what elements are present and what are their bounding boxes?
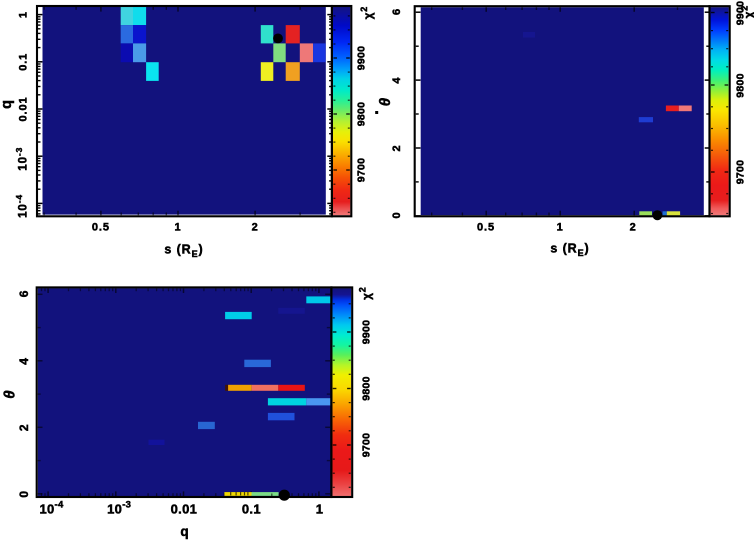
svg-text:4: 4	[17, 357, 31, 365]
svg-text:1: 1	[316, 502, 324, 517]
svg-text:1: 1	[557, 222, 564, 234]
svg-text:θ: θ	[2, 390, 19, 399]
svg-text:q: q	[0, 99, 15, 109]
svg-text:q: q	[180, 524, 189, 539]
svg-text:0.1: 0.1	[242, 502, 261, 517]
svg-text:0.01: 0.01	[17, 96, 29, 121]
svg-text:9900: 9900	[735, 1, 747, 26]
svg-text:1: 1	[17, 11, 29, 18]
svg-text:0.5: 0.5	[477, 222, 495, 234]
svg-text:0.1: 0.1	[17, 53, 29, 71]
svg-text:2: 2	[391, 144, 403, 151]
svg-text:1: 1	[174, 222, 181, 234]
svg-text:0.5: 0.5	[92, 222, 110, 234]
svg-text:9800: 9800	[356, 102, 368, 127]
svg-text:9700: 9700	[361, 433, 373, 458]
svg-text:9900: 9900	[361, 320, 373, 345]
svg-text:9700: 9700	[356, 158, 368, 183]
svg-text:θ: θ	[377, 97, 394, 106]
svg-text:9700: 9700	[735, 160, 747, 185]
svg-text:9900: 9900	[356, 46, 368, 71]
svg-text:0: 0	[391, 211, 403, 218]
svg-text:2: 2	[630, 222, 637, 234]
svg-text:9800: 9800	[735, 73, 747, 98]
svg-text:6: 6	[391, 8, 403, 15]
svg-text:2: 2	[17, 424, 31, 432]
svg-text:2: 2	[252, 222, 259, 234]
svg-text:6: 6	[17, 290, 31, 298]
svg-text:0: 0	[17, 490, 31, 498]
svg-text:0.01: 0.01	[171, 502, 198, 517]
svg-text:9800: 9800	[361, 376, 373, 401]
svg-text:4: 4	[391, 77, 403, 84]
